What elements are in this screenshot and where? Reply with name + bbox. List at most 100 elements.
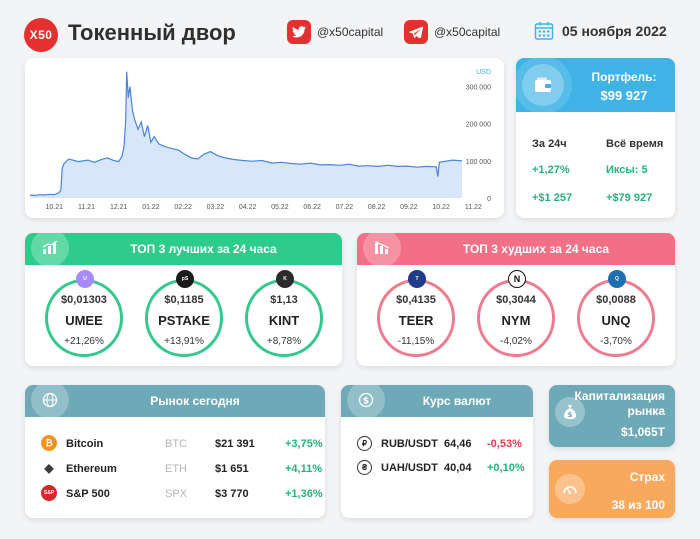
currency-exchange-icon: $	[347, 385, 385, 419]
gainer-price: $1,13	[270, 294, 298, 306]
y-tick-label: 0	[487, 196, 491, 203]
loser-price: $0,4135	[396, 294, 436, 306]
ruble-icon: ₽	[357, 436, 372, 451]
wallet-icon	[516, 58, 572, 112]
x-tick-label: 10.22	[432, 204, 450, 211]
currency-change: -0,53%	[487, 438, 522, 450]
currency-rates-card: $ Курс валют ₽ RUB/USDT 64,46 -0,53% ₴ U…	[341, 385, 533, 518]
bitcoin-icon: ₿	[41, 435, 57, 451]
teer-token-icon: T	[408, 270, 426, 288]
x-tick-label: 09.22	[400, 204, 418, 211]
fx-row-uah[interactable]: ₴ UAH/USDT 40,04 +0,10%	[357, 459, 533, 477]
market-row-ethereum[interactable]: ◆ Ethereum ETH $1 651 +4,11%	[41, 460, 322, 478]
portfolio-alltime-column: Всё время Иксы: 5 +$79 927	[606, 138, 663, 218]
portfolio-header: Портфель: $99 927	[516, 58, 675, 112]
x-tick-label: 07.22	[336, 204, 354, 211]
gainer-2[interactable]: pS $0,1185 PSTAKE +13,91%	[145, 270, 223, 357]
asset-price: $1 651	[215, 463, 249, 475]
market-today-card: Рынок сегодня ₿ Bitcoin BTC $21 391 +3,7…	[25, 385, 325, 518]
gainer-1[interactable]: U $0,01303 UMEE +21,26%	[45, 270, 123, 357]
gainer-change: +13,91%	[164, 336, 204, 347]
svg-text:$: $	[568, 411, 573, 419]
telegram-icon	[404, 20, 428, 44]
top-gainers-title: ТОП 3 лучших за 24 часа	[130, 242, 277, 256]
x-tick-label: 08.22	[368, 204, 386, 211]
page-title: Токенный двор	[68, 20, 236, 45]
portfolio-alltime-multiple: Иксы: 5	[606, 164, 648, 176]
gainer-price: $0,01303	[61, 294, 107, 306]
y-tick-label: 300 000	[466, 85, 491, 92]
gainer-symbol: UMEE	[65, 313, 103, 328]
gainer-change: +8,78%	[266, 336, 302, 347]
svg-text:$: $	[363, 397, 369, 407]
portfolio-value-chart: 0 100 000 200 000 300 000 USD 10.21 11.21 12.21…	[29, 69, 491, 211]
currency-pair: RUB/USDT	[381, 438, 438, 450]
unq-token-icon: Q	[608, 270, 626, 288]
market-cap-value: $1,065T	[620, 425, 665, 439]
fx-title: Курс валют	[422, 394, 492, 408]
x-tick-label: 03.22	[207, 204, 225, 211]
loser-3[interactable]: Q $0,0088 UNQ -3,70%	[577, 270, 655, 357]
x-tick-label: 01.22	[142, 204, 160, 211]
portfolio-value: $99 927	[600, 88, 648, 103]
y-tick-label: 100 000	[466, 159, 491, 166]
x-tick-label: 11.22	[465, 204, 482, 211]
asset-name: Ethereum	[66, 463, 117, 475]
gauge-icon	[555, 474, 585, 504]
twitter-link[interactable]: @x50capital	[287, 20, 383, 44]
portfolio-alltime-header: Всё время	[606, 138, 664, 150]
fear-title: Страх	[629, 470, 665, 484]
fx-row-rub[interactable]: ₽ RUB/USDT 64,46 -0,53%	[357, 435, 533, 453]
asset-price: $21 391	[215, 438, 255, 450]
loser-change: -11,15%	[397, 336, 435, 347]
asset-change: +3,75%	[285, 438, 323, 450]
gainer-symbol: KINT	[268, 313, 300, 328]
x-tick-label: 02.22	[174, 204, 192, 211]
market-header: Рынок сегодня	[25, 385, 325, 419]
market-row-sp500[interactable]: S&P S&P 500 SPX $3 770 +1,36%	[41, 485, 323, 503]
fx-header: $ Курс валют	[341, 385, 533, 419]
portfolio-24h-header: За 24ч	[532, 138, 567, 150]
telegram-handle: @x50capital	[434, 25, 501, 39]
loser-symbol: UNQ	[601, 313, 631, 328]
market-cap-title-line2: рынка	[627, 404, 665, 418]
loser-1[interactable]: T $0,4135 TEER -11,15%	[377, 270, 455, 357]
x-tick-label: 04.22	[239, 204, 257, 211]
currency-change: +0,10%	[487, 462, 525, 474]
date-display: 05 ноября 2022	[534, 21, 667, 41]
asset-name: S&P 500	[66, 488, 110, 500]
y-tick-label: 200 000	[466, 122, 491, 129]
kint-token-icon: K	[276, 270, 294, 288]
portfolio-card: Портфель: $99 927 За 24ч +1,27% +$1 257 …	[516, 58, 675, 218]
loser-2[interactable]: N $0,3044 NYM -4,02%	[477, 270, 555, 357]
asset-ticker: SPX	[165, 488, 188, 500]
portfolio-title: Портфель:	[591, 70, 657, 84]
market-cap-title-line1: Капитализация	[574, 389, 665, 403]
asset-change: +1,36%	[285, 488, 323, 500]
x50-logo: X50	[24, 18, 58, 52]
portfolio-24h-amount: +$1 257	[532, 192, 573, 204]
chart-down-icon	[363, 233, 401, 267]
top-losers-card: ТОП 3 худших за 24 часа T $0,4135 TEER -…	[357, 233, 675, 366]
fear-value: 38 из 100	[611, 498, 665, 512]
top-losers-title: ТОП 3 худших за 24 часа	[462, 242, 610, 256]
nym-token-icon: N	[508, 270, 526, 288]
gainer-price: $0,1185	[164, 294, 204, 306]
ethereum-icon: ◆	[41, 460, 57, 476]
currency-rate: 64,46	[444, 438, 472, 450]
market-row-bitcoin[interactable]: ₿ Bitcoin BTC $21 391 +3,75%	[41, 435, 323, 453]
market-cap-card: $ Капитализация рынка $1,065T	[549, 385, 675, 447]
telegram-link[interactable]: @x50capital	[404, 20, 500, 44]
pstake-token-icon: pS	[176, 270, 194, 288]
portfolio-alltime-amount: +$79 927	[606, 192, 653, 204]
chart-area-fill	[30, 71, 462, 198]
asset-ticker: BTC	[165, 438, 187, 450]
loser-symbol: TEER	[398, 313, 434, 328]
twitter-icon	[287, 20, 311, 44]
gainer-symbol: PSTAKE	[158, 313, 210, 328]
gainer-3[interactable]: K $1,13 KINT +8,78%	[245, 270, 323, 357]
x-tick-label: 11.21	[78, 204, 95, 211]
y-axis-unit: USD	[476, 69, 491, 76]
x-tick-label: 10.21	[45, 204, 63, 211]
market-title: Рынок сегодня	[150, 394, 240, 408]
